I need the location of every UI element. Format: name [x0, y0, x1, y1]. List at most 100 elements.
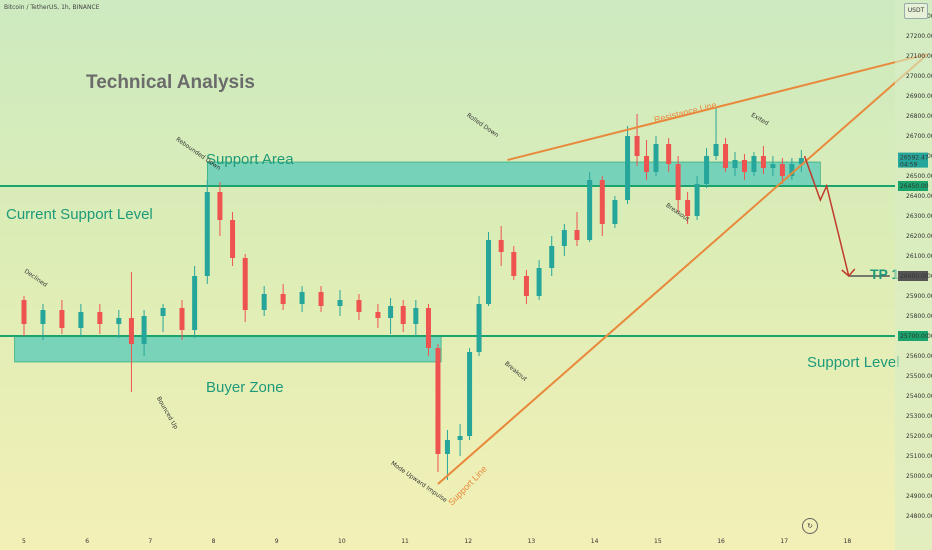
candle-body [204, 192, 210, 276]
candle-body [78, 312, 84, 328]
candle-body [40, 310, 46, 324]
price-tick-label: 27100.00 [906, 53, 932, 60]
candle-body [400, 306, 406, 324]
candle-body [685, 200, 691, 216]
trendline-resistance-line [507, 53, 929, 161]
x-tick-label: 10 [338, 538, 346, 545]
label-support-area: Support Area [206, 151, 294, 168]
candle-body [337, 300, 343, 306]
price-tick-label: 25600.00 [906, 353, 932, 360]
candle-body [789, 164, 795, 176]
price-tick-label: 25400.00 [906, 393, 932, 400]
annotation-declined: Declined [23, 268, 49, 289]
badge-level-high-bg [898, 181, 928, 191]
candle-body [280, 294, 286, 304]
candle-body [128, 318, 134, 344]
candle-body [536, 268, 542, 296]
candle-body [467, 352, 473, 436]
candle-body [723, 144, 729, 168]
price-tick-label: 26100.00 [906, 253, 932, 260]
candle-body [261, 294, 267, 310]
candle-body [732, 160, 738, 168]
candle-body [413, 308, 419, 324]
candle-body [561, 230, 567, 246]
price-tick-label: 24900.00 [906, 493, 932, 500]
candle-body [498, 240, 504, 252]
zone-buyer-zone [14, 335, 442, 363]
candle-body [444, 440, 450, 454]
candle-body [574, 230, 580, 240]
price-tick-label: 26900.00 [906, 93, 932, 100]
candle-body [217, 192, 223, 220]
candle-body [644, 156, 650, 172]
price-tick-label: 25800.00 [906, 313, 932, 320]
annotation-bounced-up: Bounced Up [155, 396, 179, 431]
x-tick-label: 11 [401, 538, 409, 545]
candle-body [486, 240, 492, 304]
candle-body [356, 300, 362, 312]
x-tick-label: 15 [654, 538, 662, 545]
x-tick-label: 8 [212, 538, 216, 545]
candle-body [704, 156, 710, 184]
label-resistance-line: Resistance Line [653, 100, 718, 125]
label-buyer-zone: Buyer Zone [206, 379, 284, 396]
badge-level-high: 26450.00 [900, 183, 929, 190]
trendline-support-line [437, 53, 929, 485]
x-tick-label: 12 [464, 538, 472, 545]
prediction-path [803, 155, 850, 277]
candle-body [116, 318, 122, 324]
label-current-support-level: Current Support Level [6, 206, 153, 223]
symbol-header: Bitcoin / TetherUS, 1h, BINANCE [4, 4, 100, 11]
candle-body [375, 312, 381, 318]
annotation-rolled-down: Rolled Down [465, 112, 500, 139]
price-tick-label: 25100.00 [906, 453, 932, 460]
price-tick-label: 26800.00 [906, 113, 932, 120]
x-tick-label: 5 [22, 538, 26, 545]
candle-body [179, 308, 185, 330]
candle-body [21, 300, 27, 324]
x-tick-label: 6 [85, 538, 89, 545]
x-tick-label: 18 [844, 538, 852, 545]
price-tick-label: 26300.00 [906, 213, 932, 220]
candle-body [694, 184, 700, 216]
currency-selector[interactable]: USDT [904, 3, 928, 19]
candle-body [476, 304, 482, 352]
candle-body [435, 348, 441, 454]
candle-body [141, 316, 147, 344]
candle-body [511, 252, 517, 276]
price-tick-label: 25900.00 [906, 293, 932, 300]
price-tick-label: 25500.00 [906, 373, 932, 380]
candle-body [242, 258, 248, 310]
price-tick-label: 25200.00 [906, 433, 932, 440]
candle-body [160, 308, 166, 316]
candle-body [713, 144, 719, 156]
candle-body [741, 160, 747, 172]
arrow-head-icon [841, 268, 856, 278]
price-tick-label: 25300.00 [906, 413, 932, 420]
candle-body [653, 144, 659, 172]
candle-body [318, 292, 324, 306]
price-tick-label: 27000.00 [906, 73, 932, 80]
price-tick-label: 24800.00 [906, 513, 932, 520]
x-tick-label: 13 [528, 538, 536, 545]
annotation-exited: Exited [750, 112, 770, 128]
candle-body [634, 136, 640, 156]
x-tick-label: 9 [275, 538, 279, 545]
label-support-level: Support Level [807, 354, 900, 371]
badge-level-low-bg [898, 331, 928, 341]
badge-current-price-bg [898, 152, 928, 168]
badge-tp: 26000.00 [900, 273, 929, 280]
label-tp1: TP 1 [870, 266, 900, 282]
candle-body [97, 312, 103, 324]
zone-support-area [206, 161, 821, 187]
candle-body [666, 144, 672, 164]
price-tick-label: 27200.00 [906, 33, 932, 40]
candle-body [612, 200, 618, 224]
x-tick-label: 17 [780, 538, 788, 545]
x-tick-label: 16 [717, 538, 725, 545]
candle-body [779, 164, 785, 176]
logo-icon: ↻ [802, 518, 818, 534]
badge-current-price-sub: 04:59 [900, 162, 917, 169]
